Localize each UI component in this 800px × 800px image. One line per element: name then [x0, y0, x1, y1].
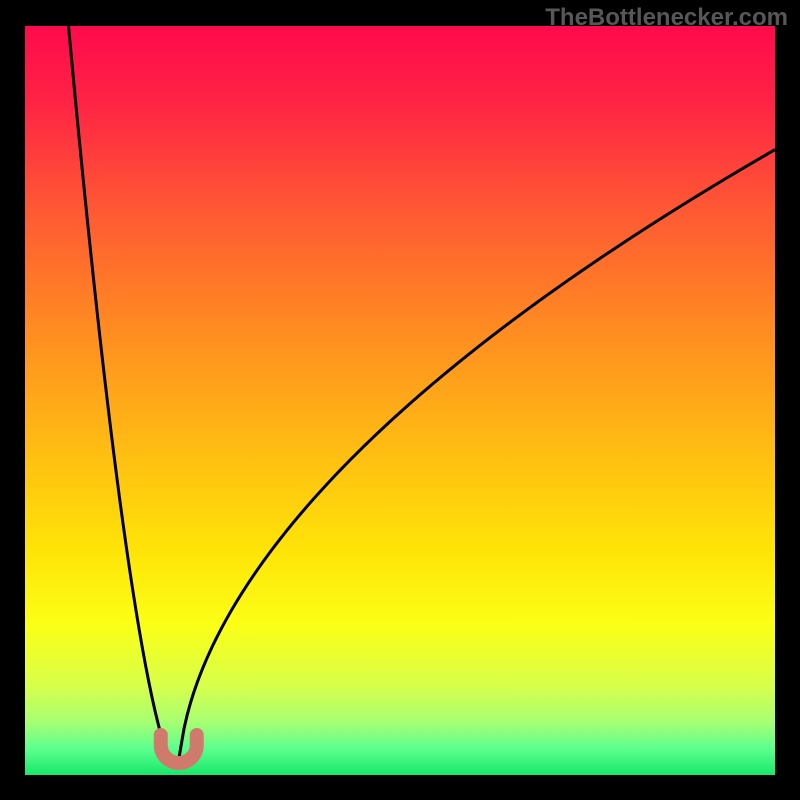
plot-area: [25, 26, 775, 775]
gradient-chart: [0, 0, 800, 800]
watermark-text: TheBottlenecker.com: [545, 4, 788, 32]
chart-root: TheBottlenecker.com: [0, 0, 800, 800]
